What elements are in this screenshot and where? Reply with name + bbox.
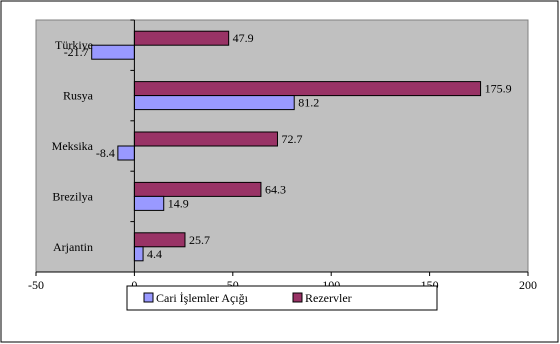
data-label-rezervler: 25.7 [189, 233, 210, 247]
data-label-rezervler: 175.9 [485, 82, 512, 96]
bar-cari [133, 246, 144, 262]
data-label-cari: 14.9 [168, 196, 189, 210]
category-label: Türkiye [55, 38, 93, 52]
bar-rezervler [133, 181, 262, 197]
data-label-rezervler: 64.3 [265, 182, 286, 196]
legend-label-cari: Cari İşlemler Açığı [156, 291, 249, 305]
x-tick-label: -50 [28, 278, 44, 292]
legend-box [126, 285, 438, 311]
x-tick-label: 0 [131, 278, 137, 292]
legend-label-rezervler: Rezervler [305, 291, 352, 305]
bar-rezervler [133, 30, 230, 46]
bar-rezervler [133, 232, 186, 248]
data-label-rezervler: 47.9 [233, 31, 254, 45]
data-label-cari: 81.2 [298, 96, 319, 110]
bar-rezervler [133, 131, 278, 147]
bar-cari [117, 145, 135, 161]
legend: Cari İşlemler Açığı Rezervler [126, 285, 438, 311]
category-label: Arjantin [53, 240, 93, 254]
data-label-rezervler: 72.7 [281, 132, 302, 146]
bar-cari [91, 44, 135, 60]
data-label-cari: -21.7 [64, 45, 89, 59]
legend-swatch-cari [143, 292, 154, 303]
legend-swatch-rezervler [292, 292, 303, 303]
category-label: Brezilya [52, 189, 93, 203]
data-label-cari: -8.4 [96, 146, 115, 160]
bar-rezervler [133, 81, 482, 97]
x-tick-label: 200 [519, 278, 537, 292]
bar-cari [133, 195, 165, 211]
category-label: Meksika [52, 139, 94, 153]
bar-cari [133, 95, 295, 111]
category-label: Rusya [63, 89, 94, 103]
data-label-cari: 4.4 [147, 247, 162, 261]
